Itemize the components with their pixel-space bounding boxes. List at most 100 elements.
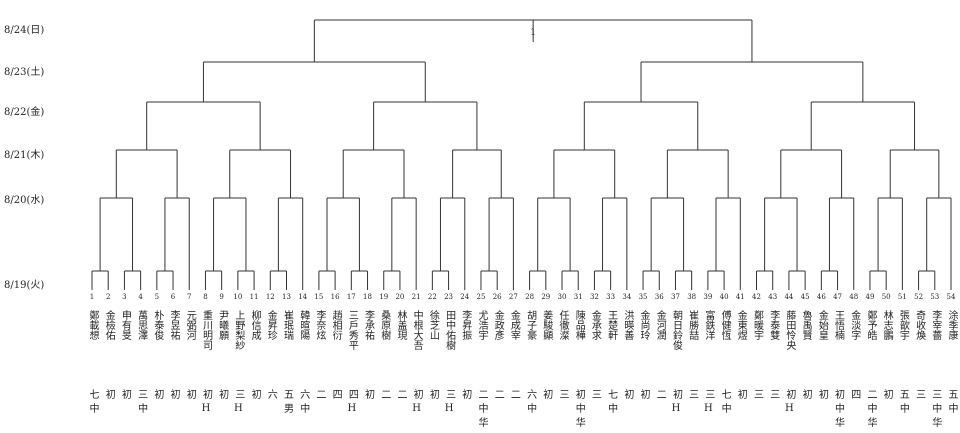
entrant-name: 金東煜	[735, 310, 747, 340]
entrant-name: 姜駿顯	[540, 310, 552, 340]
entrant-number: 8	[203, 293, 208, 301]
entrant-number: 14	[298, 293, 308, 301]
entrant-rank: 六中	[524, 389, 536, 417]
entrant-rank: 初H	[411, 389, 423, 418]
entrant-rank: 三	[589, 389, 601, 403]
entrant-name: 金檢佑	[103, 310, 115, 340]
entrant-name: 桑原樹	[378, 310, 390, 340]
entrant-rank: 初H	[783, 389, 795, 418]
entrant-number: 10	[233, 293, 243, 301]
entrant-number: 47	[833, 293, 843, 301]
entrant-rank: 初	[427, 389, 439, 403]
entrant-number: 36	[654, 293, 664, 301]
entrant-rank: 三	[686, 389, 698, 403]
entrant-number: 2	[105, 293, 111, 301]
entrant-number: 50	[881, 293, 891, 301]
entrant-rank: 三H	[702, 389, 714, 418]
entrant-number: 54	[946, 293, 956, 301]
entrant-name: 張歆宇	[897, 310, 909, 340]
entrant-rank: 五男	[281, 389, 293, 417]
entrant-rank: 初H	[670, 389, 682, 418]
entrant-number: 7	[187, 293, 192, 301]
entrant-name: 尤浩宇	[475, 310, 487, 340]
entrant-number: 53	[930, 293, 940, 301]
entrant-number: 39	[703, 293, 713, 301]
entrant-rank: 初	[119, 389, 131, 403]
entrant-name: 朝日鈴俊	[670, 310, 682, 350]
entrant-rank: 初	[216, 389, 228, 403]
entrant-name: 胡子豪	[524, 310, 536, 340]
entrant-name: 富鉄洋	[702, 310, 714, 340]
entrant-rank: 七中	[719, 389, 731, 417]
entrant-name: 金河潤	[654, 310, 666, 340]
entrant-rank: 初	[459, 389, 471, 403]
entrant-number: 32	[589, 293, 599, 301]
entrant-name: 上野梨紗	[232, 310, 244, 350]
entrant-number: 6	[170, 293, 176, 301]
entrant-number: 22	[427, 293, 437, 301]
entrant-number: 31	[573, 293, 583, 301]
entrant-rank: 二	[394, 389, 406, 403]
entrant-number: 27	[508, 293, 518, 301]
entrant-rank: 初	[800, 389, 812, 403]
entrant-rank: 二中华	[475, 389, 487, 431]
entrant-number: 11	[249, 293, 259, 301]
entrant-number: 28	[525, 293, 535, 301]
entrant-rank: 三	[751, 389, 763, 403]
entrant-name: 李宰薔	[929, 310, 941, 340]
entrant-number: 9	[219, 293, 224, 301]
entrant-rank: 初	[621, 389, 633, 403]
entrant-number: 43	[768, 293, 778, 301]
entrant-number: 45	[800, 293, 810, 301]
entrant-name: 徐芝山	[427, 310, 439, 340]
entrant-rank: 三中华	[929, 389, 941, 431]
entrant-number: 19	[379, 293, 389, 301]
entrant-name: 林盖現	[394, 310, 406, 340]
entrant-number: 12	[265, 293, 275, 301]
entrant-rank: 初中华	[573, 389, 585, 431]
entrant-name: 任徹澯	[557, 310, 569, 340]
entrant-rank: 初	[249, 389, 261, 403]
entrant-name: 金昇珍	[265, 310, 277, 340]
entrant-number: 34	[622, 293, 632, 301]
entrant-rank: 三	[767, 389, 779, 403]
entrant-name: 李承祐	[362, 310, 374, 340]
entrant-rank: 初H	[200, 389, 212, 418]
entrant-rank: 二	[492, 389, 504, 403]
entrant-name: 藤田怜央	[783, 310, 795, 350]
entrant-rank: 初	[103, 389, 115, 403]
entrant-rank: 二	[313, 389, 325, 403]
entrant-rank: 六	[265, 389, 277, 403]
entrant-rank: 五中	[897, 389, 909, 417]
entrant-name: 趙相衍	[330, 310, 342, 340]
entrant-rank: 初	[184, 389, 196, 403]
entrant-number: 23	[444, 293, 454, 301]
date-label: 8/24(日)	[4, 25, 45, 36]
entrant-name: 重川明司	[200, 310, 212, 350]
entrant-name: 金淡字	[848, 310, 860, 340]
entrant-number: 30	[557, 293, 567, 301]
entrant-number: 17	[346, 293, 356, 301]
entrant-rank: 三	[913, 389, 925, 403]
entrant-name: 尹曦願	[216, 310, 228, 340]
entrant-name: 申有旻	[119, 310, 131, 340]
entrant-name: 林志鵬	[881, 310, 893, 340]
final-label: 1	[530, 28, 537, 38]
date-label: 8/22(金)	[4, 107, 45, 118]
entrant-number: 46	[816, 293, 826, 301]
entrant-name: 魯禹賢	[800, 310, 812, 340]
entrant-number: 25	[476, 293, 486, 301]
entrant-rank: 初	[168, 389, 180, 403]
entrant-number: 52	[914, 293, 924, 301]
entrant-rank: 四	[848, 389, 860, 403]
entrant-name: 崔珉瑞	[281, 310, 293, 340]
date-label: 8/21(木)	[4, 150, 45, 161]
entrant-number: 48	[849, 293, 859, 301]
entrant-number: 5	[154, 293, 160, 301]
entrant-number: 3	[122, 293, 127, 301]
entrant-rank: 二	[654, 389, 666, 403]
entrant-name: 金承求	[589, 310, 601, 340]
entrant-name: 金政彥	[492, 310, 504, 340]
entrant-rank: 六中	[297, 389, 309, 417]
